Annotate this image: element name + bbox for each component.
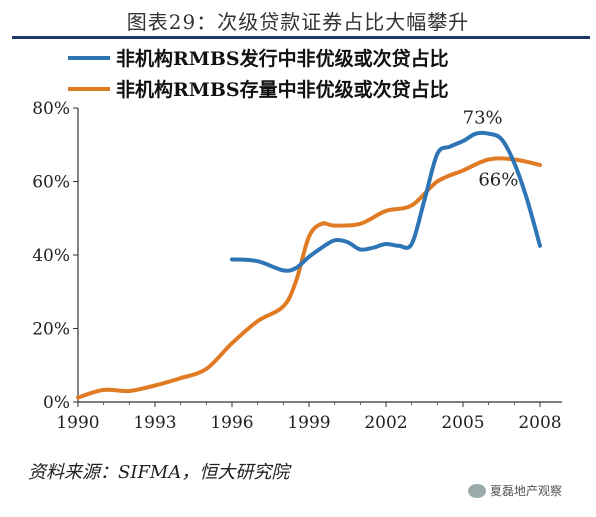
legend-label-series-2: 非机构RMBS存量中非优级或次贷占比 xyxy=(116,78,449,101)
x-tick-label: 1993 xyxy=(133,413,176,433)
series-line-1 xyxy=(230,130,542,273)
source-note: 资料来源：SIFMA，恒大研究院 xyxy=(28,462,290,483)
x-tick-label: 1990 xyxy=(56,413,99,433)
x-tick-label: 1996 xyxy=(210,413,253,433)
x-tick-label: 2005 xyxy=(441,413,484,433)
legend: 非机构RMBS发行中非优级或次贷占比 非机构RMBS存量中非优级或次贷占比 xyxy=(68,47,449,101)
x-tick-label: 2002 xyxy=(364,413,407,433)
y-tick-label: 20% xyxy=(32,320,70,340)
wechat-icon xyxy=(468,483,486,498)
y-tick-label: 80% xyxy=(32,99,70,119)
y-tick-label: 0% xyxy=(43,393,70,413)
y-tick-label: 60% xyxy=(32,173,70,193)
watermark: 夏磊地产观察 xyxy=(468,482,562,499)
legend-label-series-1: 非机构RMBS发行中非优级或次贷占比 xyxy=(116,47,449,70)
title-underline xyxy=(12,36,590,39)
watermark-label: 夏磊地产观察 xyxy=(490,484,563,498)
y-tick-label: 40% xyxy=(32,246,70,266)
annotation-peak-series-1: 73% xyxy=(463,108,503,129)
plot-area: 0% 20% 40% 60% 80% 1990 1993 1996 1999 2002 2005 20… xyxy=(32,99,562,433)
x-tick-label: 1999 xyxy=(287,413,330,433)
chart-title: 图表29：次级贷款证券占比大幅攀升 xyxy=(126,10,470,34)
annotation-peak-series-2: 66% xyxy=(478,169,518,190)
series-line-2 xyxy=(76,156,542,400)
x-tick-label: 2008 xyxy=(518,413,561,433)
